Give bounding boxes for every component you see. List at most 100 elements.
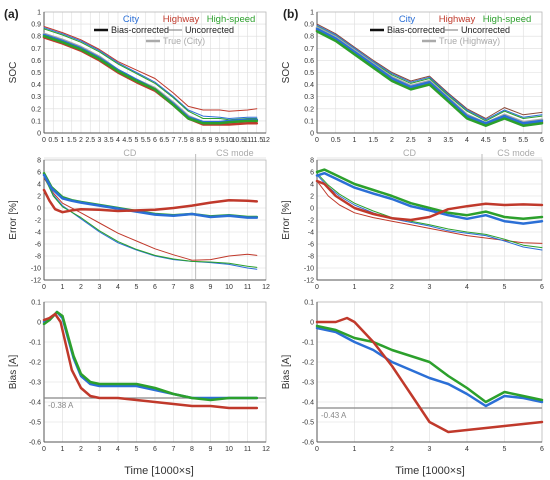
xtick-label: 6 [540, 137, 544, 144]
xtick-label: 10 [225, 137, 233, 144]
ytick-label: 6 [37, 170, 41, 177]
panel-a-bias: -0.6-0.5-0.4-0.3-0.2-0.100.10 1 2 3 4 5 6 7 8 9 10… [8, 300, 270, 454]
ytick-label: -0.2 [29, 360, 41, 367]
xtick-label: 5.5 [141, 137, 151, 144]
ytick-label: 0.2 [304, 106, 314, 113]
series-line [315, 30, 544, 127]
xtick-label: 7 [172, 446, 176, 453]
series-line [42, 34, 259, 125]
ytick-label: 0 [37, 206, 41, 213]
ytick-label: 0.9 [31, 22, 41, 29]
xtick-label: 0 [42, 446, 46, 453]
xtick-label: 6.5 [159, 137, 169, 144]
mode-label-cs: CS mode [216, 148, 254, 158]
xtick-label: 0.5 [331, 137, 341, 144]
xtick-label: 5 [135, 137, 139, 144]
ytick-label: 0.3 [31, 94, 41, 101]
xlabel-left: Time [1000×s] [124, 465, 194, 477]
series-line [315, 179, 544, 222]
ytick-label: 0.8 [31, 34, 41, 41]
ylabel: Error [%] [281, 200, 292, 240]
ylabel: Error [%] [8, 200, 19, 240]
ytick-label: -6 [308, 242, 314, 249]
series-line [316, 23, 543, 119]
xtick-label: 9 [209, 137, 213, 144]
ytick-label: 0 [37, 131, 41, 138]
xtick-label: 11.5 [250, 137, 263, 144]
ytick-label: 0 [310, 320, 314, 327]
mode-label-cd: CD [123, 148, 136, 158]
series-line [315, 326, 544, 408]
xtick-label: 0 [315, 137, 319, 144]
xtick-label: 10 [225, 446, 233, 453]
panel-a-soc: 00.10.20.30.40.50.60.70.80.910 0.5 1 1.5 2 2.… [8, 10, 270, 145]
ytick-label: 0.8 [304, 34, 314, 41]
ytick-label: -8 [308, 254, 314, 261]
xtick-label: 5 [135, 284, 139, 291]
legend-item-color: Highway [439, 14, 476, 25]
xtick-label: 7.5 [178, 137, 188, 144]
series-line [315, 316, 544, 434]
xtick-label: 1 [353, 446, 357, 453]
ytick-label: -8 [35, 254, 41, 261]
xtick-label: 12 [262, 137, 270, 144]
series-line [42, 310, 259, 400]
ylabel: SOC [8, 62, 19, 84]
panel-label-b: (b) [283, 7, 298, 21]
xtick-label: 0 [42, 284, 46, 291]
ytick-label: 0.7 [31, 46, 41, 53]
xtick-label: 0 [42, 137, 46, 144]
ylabel: Bias [A] [281, 355, 292, 390]
xtick-label: 2 [79, 446, 83, 453]
ytick-label: -12 [304, 278, 314, 285]
xtick-label: 4 [116, 446, 120, 453]
ytick-label: 0 [310, 131, 314, 138]
xtick-label: 0 [315, 284, 319, 291]
xtick-label: 4 [465, 284, 469, 291]
series-line [43, 27, 258, 119]
xtick-label: 1.5 [368, 137, 378, 144]
panel-b-err: -12 -10 -8 -6 -4 -2 0 2 4 6 8 0 1 2 3 4 5 6 Error [%] CD CS … [281, 148, 544, 291]
xtick-label: 11 [244, 137, 251, 144]
ytick-label: 0.5 [304, 70, 314, 77]
panel-b-soc: 0 0.1 0.2 0.3 0.4 0.5 0.6 0.7 0.8 0.9 1 0 0.5 1 1.5 2 2.… [281, 10, 544, 145]
ytick-label: -2 [35, 218, 41, 225]
xtick-label: 3 [98, 446, 102, 453]
bias-reference-label: -0.43 A [321, 411, 347, 420]
xtick-label: 4.5 [122, 137, 132, 144]
series-line [43, 177, 258, 261]
xtick-label: 3 [98, 137, 102, 144]
ytick-label: -10 [304, 266, 314, 273]
ytick-label: -2 [308, 218, 314, 225]
xtick-label: 2.5 [85, 137, 95, 144]
legend-item-color: Highway [163, 14, 200, 25]
legend-item-style: Uncorrected [461, 25, 510, 35]
xtick-label: 9 [209, 284, 213, 291]
ytick-label: 0.6 [31, 58, 41, 65]
xtick-label: 1 [61, 137, 65, 144]
series-line [316, 172, 543, 249]
legend-item-color: City [399, 14, 416, 25]
ytick-label: 0.6 [304, 58, 314, 65]
ytick-label: -0.5 [29, 420, 41, 427]
series-line [315, 171, 544, 225]
xtick-label: 7 [172, 137, 176, 144]
legend-item-style: True (City) [163, 36, 205, 46]
ytick-label: 0.1 [31, 300, 41, 307]
panel-b-bias: -0.6 -0.5 -0.4 -0.3 -0.2 -0.1 0 0.1 0 1 2 3 4 5 6 Bias … [281, 300, 544, 454]
ytick-label: -4 [35, 230, 41, 237]
ytick-label: 0 [37, 320, 41, 327]
ytick-label: -0.3 [29, 380, 41, 387]
xtick-label: 2 [79, 284, 83, 291]
xtick-label: 0 [315, 446, 319, 453]
series-line [315, 324, 544, 404]
xtick-label: 0.5 [48, 137, 58, 144]
ytick-label: 0 [310, 206, 314, 213]
ytick-label: 4 [310, 182, 314, 189]
xtick-label: 8 [190, 137, 194, 144]
xtick-label: 2.5 [406, 137, 416, 144]
legend-item-color: City [123, 14, 140, 25]
ylabel: SOC [281, 62, 292, 84]
xtick-label: 8 [190, 284, 194, 291]
series-line [43, 28, 258, 121]
